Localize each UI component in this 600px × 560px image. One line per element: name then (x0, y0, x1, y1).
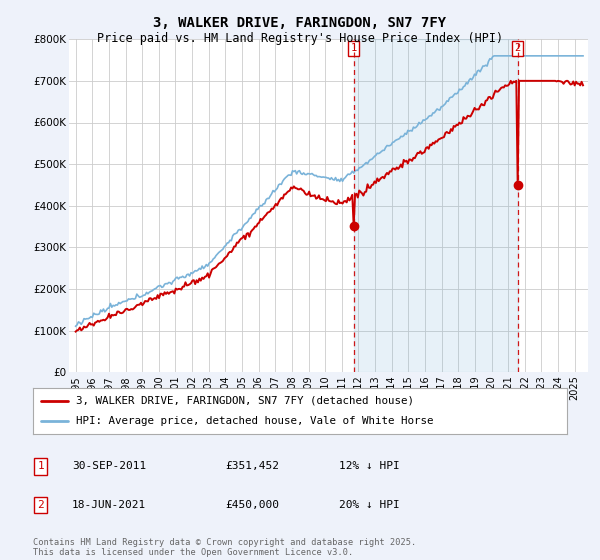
Text: 1: 1 (350, 43, 357, 53)
Text: 18-JUN-2021: 18-JUN-2021 (72, 500, 146, 510)
Text: HPI: Average price, detached house, Vale of White Horse: HPI: Average price, detached house, Vale… (76, 416, 433, 426)
Text: Price paid vs. HM Land Registry's House Price Index (HPI): Price paid vs. HM Land Registry's House … (97, 32, 503, 45)
Text: £351,452: £351,452 (225, 461, 279, 472)
Text: £450,000: £450,000 (225, 500, 279, 510)
Text: 30-SEP-2011: 30-SEP-2011 (72, 461, 146, 472)
Text: 20% ↓ HPI: 20% ↓ HPI (339, 500, 400, 510)
Text: 2: 2 (37, 500, 44, 510)
Text: 1: 1 (37, 461, 44, 472)
Text: 3, WALKER DRIVE, FARINGDON, SN7 7FY (detached house): 3, WALKER DRIVE, FARINGDON, SN7 7FY (det… (76, 396, 414, 406)
Text: 12% ↓ HPI: 12% ↓ HPI (339, 461, 400, 472)
Text: 2: 2 (515, 43, 521, 53)
Text: 3, WALKER DRIVE, FARINGDON, SN7 7FY: 3, WALKER DRIVE, FARINGDON, SN7 7FY (154, 16, 446, 30)
Text: Contains HM Land Registry data © Crown copyright and database right 2025.
This d: Contains HM Land Registry data © Crown c… (33, 538, 416, 557)
Bar (353, 39, 518, 372)
